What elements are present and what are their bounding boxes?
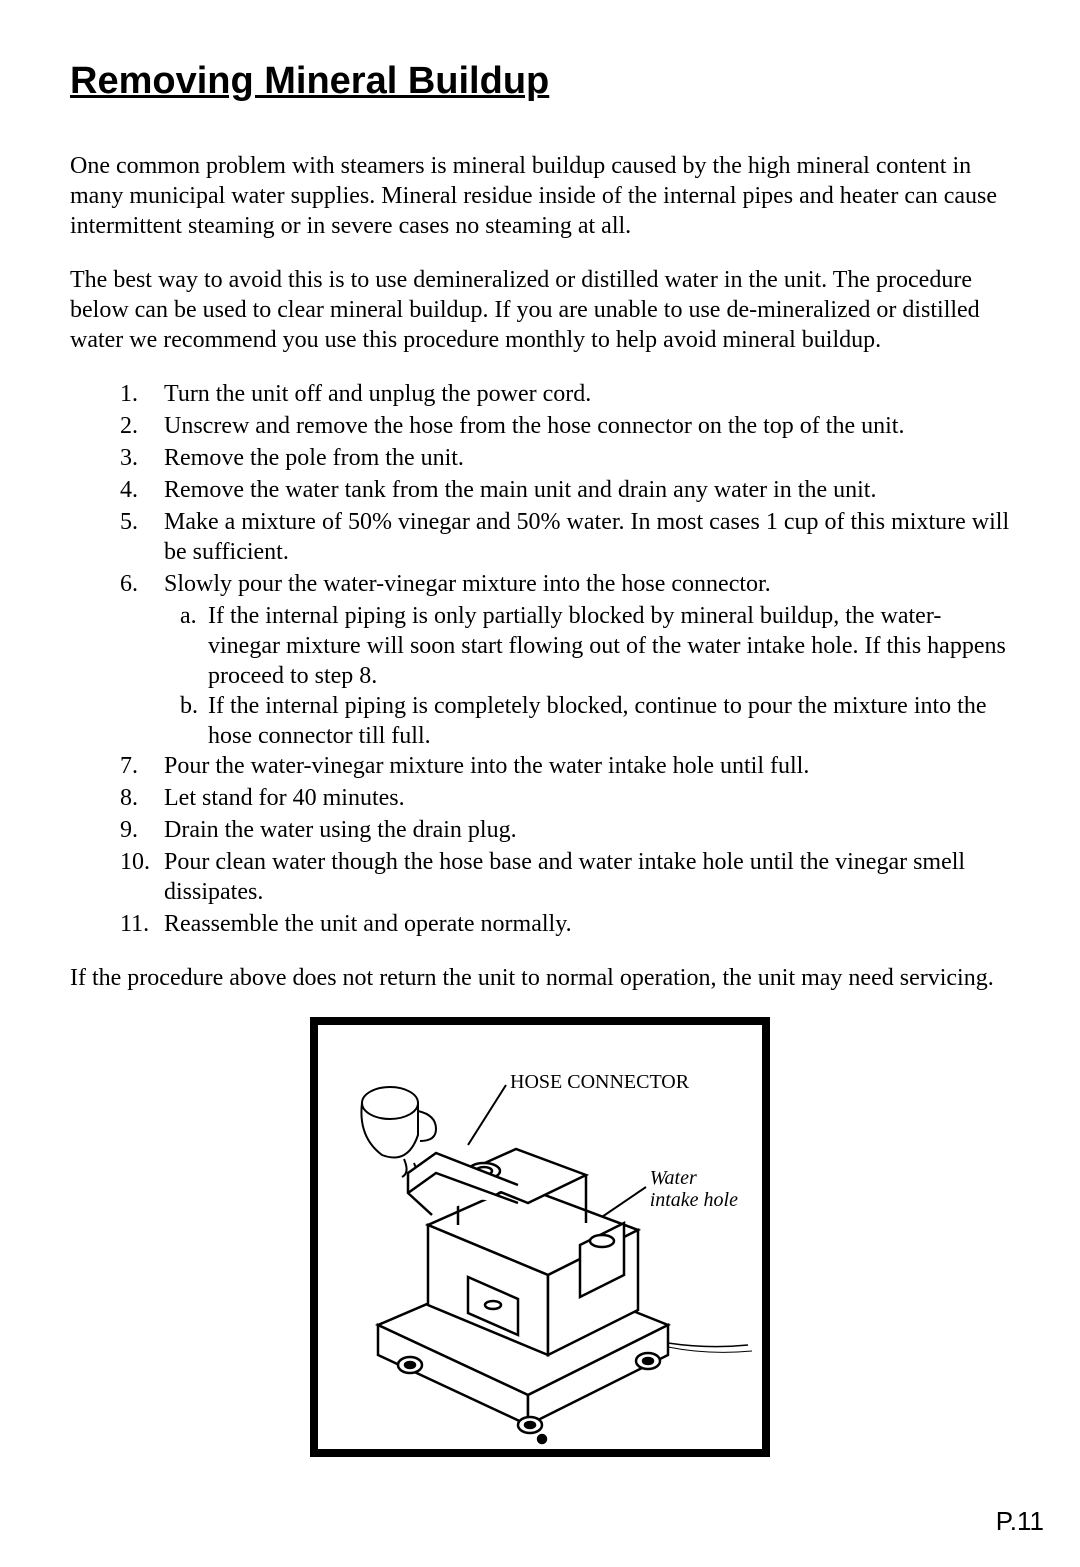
- step-item: 5. Make a mixture of 50% vinegar and 50%…: [120, 507, 1010, 567]
- step-text: Slowly pour the water-vinegar mixture in…: [164, 569, 1010, 599]
- step-number: 6.: [120, 569, 164, 599]
- step-item: 4. Remove the water tank from the main u…: [120, 475, 1010, 505]
- step-number: 8.: [120, 783, 164, 813]
- step-text: Turn the unit off and unplug the power c…: [164, 379, 1010, 409]
- figure-container: HOSE CONNECTOR Water intake hole: [70, 1017, 1010, 1457]
- substep-letter: a.: [180, 601, 208, 691]
- substep-text: If the internal piping is only partially…: [208, 601, 1010, 691]
- step-text: Pour the water-vinegar mixture into the …: [164, 751, 1010, 781]
- step-number: 7.: [120, 751, 164, 781]
- step-item: 1. Turn the unit off and unplug the powe…: [120, 379, 1010, 409]
- intro-paragraph-2: The best way to avoid this is to use dem…: [70, 265, 1010, 355]
- figure-label-line: intake hole: [650, 1189, 738, 1211]
- step-item: 2. Unscrew and remove the hose from the …: [120, 411, 1010, 441]
- substep-item: a. If the internal piping is only partia…: [180, 601, 1010, 691]
- step-number: 9.: [120, 815, 164, 845]
- step-number: 5.: [120, 507, 164, 567]
- step-item: 7. Pour the water-vinegar mixture into t…: [120, 751, 1010, 781]
- step-text: Make a mixture of 50% vinegar and 50% wa…: [164, 507, 1010, 567]
- step-number: 1.: [120, 379, 164, 409]
- page-number: P.11: [996, 1506, 1044, 1537]
- intro-paragraph-1: One common problem with steamers is mine…: [70, 151, 1010, 241]
- page-title: Removing Mineral Buildup: [70, 60, 1010, 103]
- substeps-list: a. If the internal piping is only partia…: [180, 601, 1010, 751]
- steamer-diagram: HOSE CONNECTOR Water intake hole: [310, 1017, 770, 1457]
- step-text: Reassemble the unit and operate normally…: [164, 909, 1010, 939]
- substep-text: If the internal piping is completely blo…: [208, 691, 1010, 751]
- step-item: 9. Drain the water using the drain plug.: [120, 815, 1010, 845]
- step-item: 10. Pour clean water though the hose bas…: [120, 847, 1010, 907]
- step-text: Remove the pole from the unit.: [164, 443, 1010, 473]
- step-item: 8. Let stand for 40 minutes.: [120, 783, 1010, 813]
- step-text: Remove the water tank from the main unit…: [164, 475, 1010, 505]
- step-item: 11. Reassemble the unit and operate norm…: [120, 909, 1010, 939]
- figure-label-water-intake: Water intake hole: [650, 1167, 738, 1211]
- step-number: 11.: [120, 909, 164, 939]
- step-item: 3. Remove the pole from the unit.: [120, 443, 1010, 473]
- step-text: Pour clean water though the hose base an…: [164, 847, 1010, 907]
- substep-letter: b.: [180, 691, 208, 751]
- step-number: 10.: [120, 847, 164, 907]
- step-text: Let stand for 40 minutes.: [164, 783, 1010, 813]
- outro-paragraph: If the procedure above does not return t…: [70, 963, 1010, 993]
- figure-label-hose-connector: HOSE CONNECTOR: [510, 1071, 689, 1094]
- steps-list: 1. Turn the unit off and unplug the powe…: [120, 379, 1010, 939]
- figure-label-line: Water: [650, 1167, 697, 1189]
- step-number: 3.: [120, 443, 164, 473]
- step-text: Drain the water using the drain plug.: [164, 815, 1010, 845]
- step-item: 6. Slowly pour the water-vinegar mixture…: [120, 569, 1010, 599]
- step-number: 4.: [120, 475, 164, 505]
- step-number: 2.: [120, 411, 164, 441]
- substep-item: b. If the internal piping is completely …: [180, 691, 1010, 751]
- step-text: Unscrew and remove the hose from the hos…: [164, 411, 1010, 441]
